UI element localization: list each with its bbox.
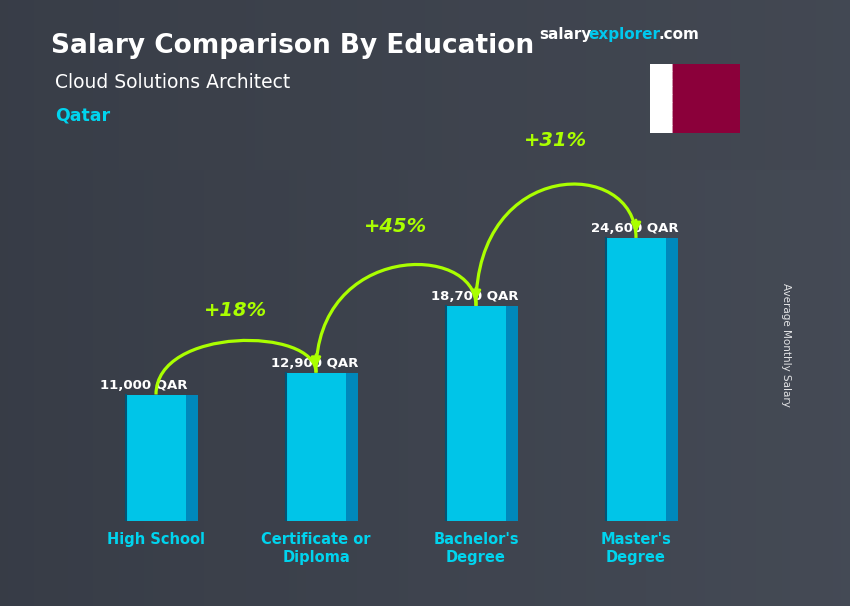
Text: Average Monthly Salary: Average Monthly Salary: [781, 284, 791, 407]
Text: explorer: explorer: [588, 27, 660, 42]
Polygon shape: [672, 95, 682, 102]
FancyBboxPatch shape: [605, 238, 666, 521]
Polygon shape: [672, 118, 682, 125]
Text: 24,600 QAR: 24,600 QAR: [592, 222, 679, 235]
Polygon shape: [672, 79, 682, 87]
Text: 18,700 QAR: 18,700 QAR: [431, 290, 518, 303]
Polygon shape: [672, 102, 682, 110]
Polygon shape: [672, 87, 682, 95]
Polygon shape: [507, 306, 518, 521]
Text: +31%: +31%: [524, 132, 587, 150]
Text: +45%: +45%: [365, 216, 428, 236]
Polygon shape: [347, 373, 358, 521]
Polygon shape: [672, 110, 682, 118]
Polygon shape: [666, 238, 677, 521]
Polygon shape: [672, 64, 682, 72]
Text: +18%: +18%: [205, 301, 268, 319]
Polygon shape: [672, 72, 682, 79]
FancyBboxPatch shape: [445, 306, 507, 521]
FancyBboxPatch shape: [0, 0, 850, 170]
Polygon shape: [186, 395, 197, 521]
FancyBboxPatch shape: [286, 373, 347, 521]
Text: salary: salary: [540, 27, 592, 42]
FancyBboxPatch shape: [126, 395, 186, 521]
Polygon shape: [672, 125, 682, 133]
Text: 11,000 QAR: 11,000 QAR: [100, 379, 188, 391]
FancyBboxPatch shape: [650, 64, 740, 133]
Text: Salary Comparison By Education: Salary Comparison By Education: [51, 33, 534, 59]
FancyBboxPatch shape: [0, 170, 850, 606]
Text: .com: .com: [659, 27, 700, 42]
FancyBboxPatch shape: [650, 64, 672, 133]
Text: Qatar: Qatar: [55, 106, 110, 124]
Text: 12,900 QAR: 12,900 QAR: [271, 357, 359, 370]
Text: Cloud Solutions Architect: Cloud Solutions Architect: [55, 73, 291, 92]
